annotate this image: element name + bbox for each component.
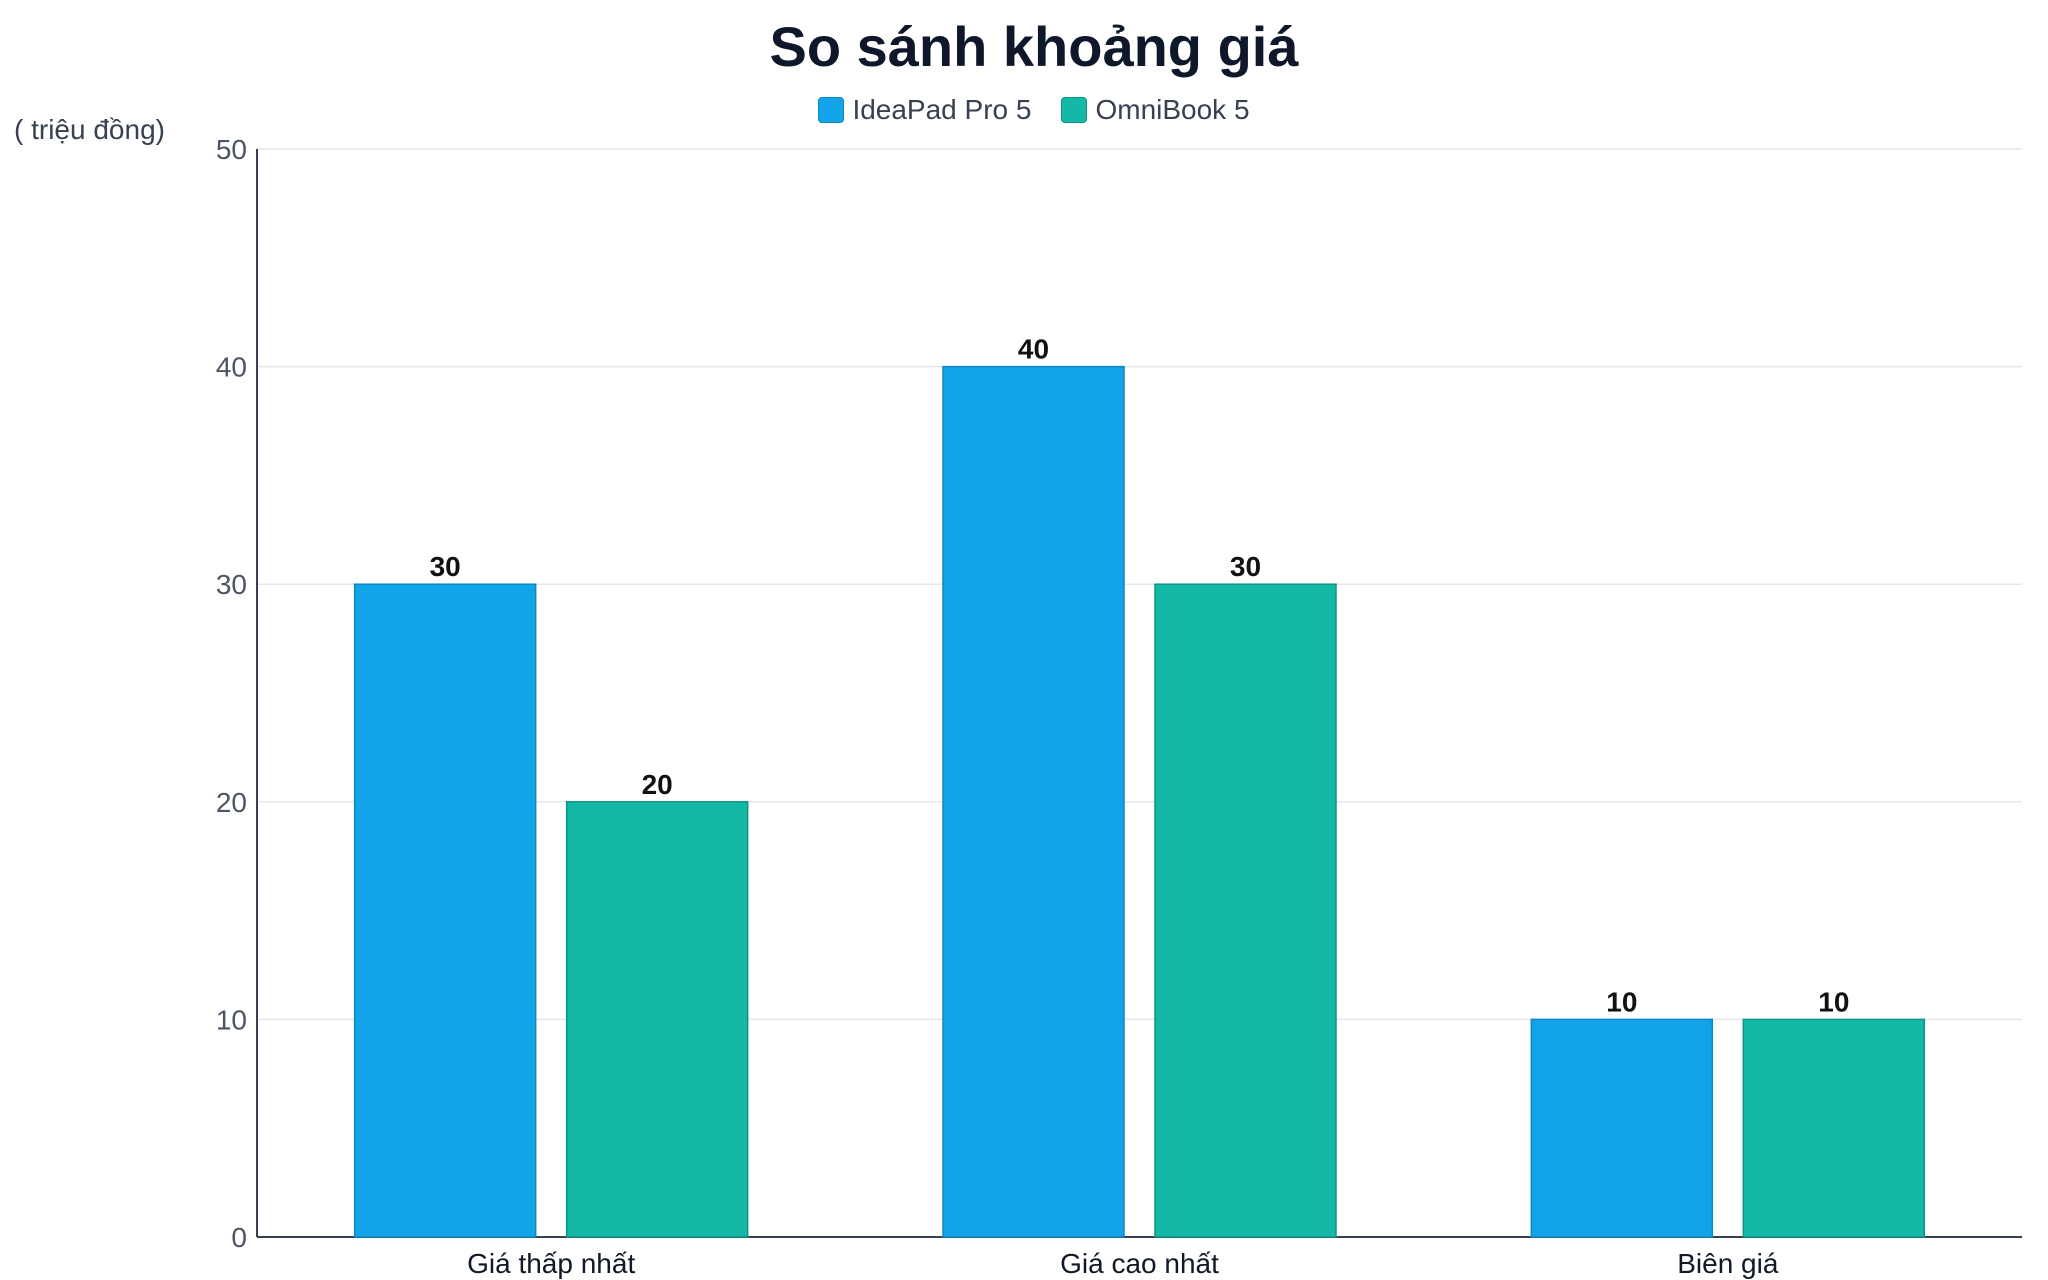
y-tick-label-40: 40	[216, 352, 247, 383]
y-tick-label-0: 0	[231, 1222, 247, 1253]
x-tick-label-0: Giá thấp nhất	[467, 1248, 635, 1279]
y-tick-label-30: 30	[216, 569, 247, 600]
y-tick-label-50: 50	[216, 134, 247, 165]
legend-swatch-omnibook	[1061, 97, 1088, 123]
y-axis-unit-label: ( triệu đồng)	[14, 114, 165, 145]
bar-omnibook-1	[1154, 583, 1337, 1238]
legend-item-ideapad[interactable]: IdeaPad Pro 5	[818, 94, 1031, 126]
legend-item-omnibook[interactable]: OmniBook 5	[1061, 94, 1250, 126]
data-label-0-1: 40	[1018, 334, 1049, 365]
data-label-1-0: 20	[642, 769, 673, 800]
bar-ideapad-2	[1530, 1018, 1714, 1238]
bar-ideapad-1	[942, 365, 1125, 1238]
x-tick-label-1: Giá cao nhất	[1060, 1248, 1219, 1279]
legend-swatch-ideapad	[818, 97, 845, 123]
data-label-0-0: 30	[430, 551, 461, 582]
legend: IdeaPad Pro 5 OmniBook 5	[0, 94, 2048, 126]
bar-omnibook-2	[1742, 1018, 1926, 1238]
data-label-1-2: 10	[1818, 986, 1849, 1017]
legend-label-ideapad: IdeaPad Pro 5	[852, 94, 1032, 125]
data-label-0-2: 10	[1606, 986, 1637, 1017]
bar-omnibook-0	[565, 801, 749, 1238]
data-label-1-1: 30	[1230, 551, 1261, 582]
y-tick-label-20: 20	[216, 787, 247, 818]
chart-title: So sánh khoảng giá	[769, 15, 1299, 78]
x-tick-label-2: Biên giá	[1677, 1248, 1779, 1279]
y-tick-label-10: 10	[216, 1004, 247, 1035]
legend-label-omnibook: OmniBook 5	[1095, 94, 1250, 125]
bar-ideapad-0	[353, 583, 537, 1238]
